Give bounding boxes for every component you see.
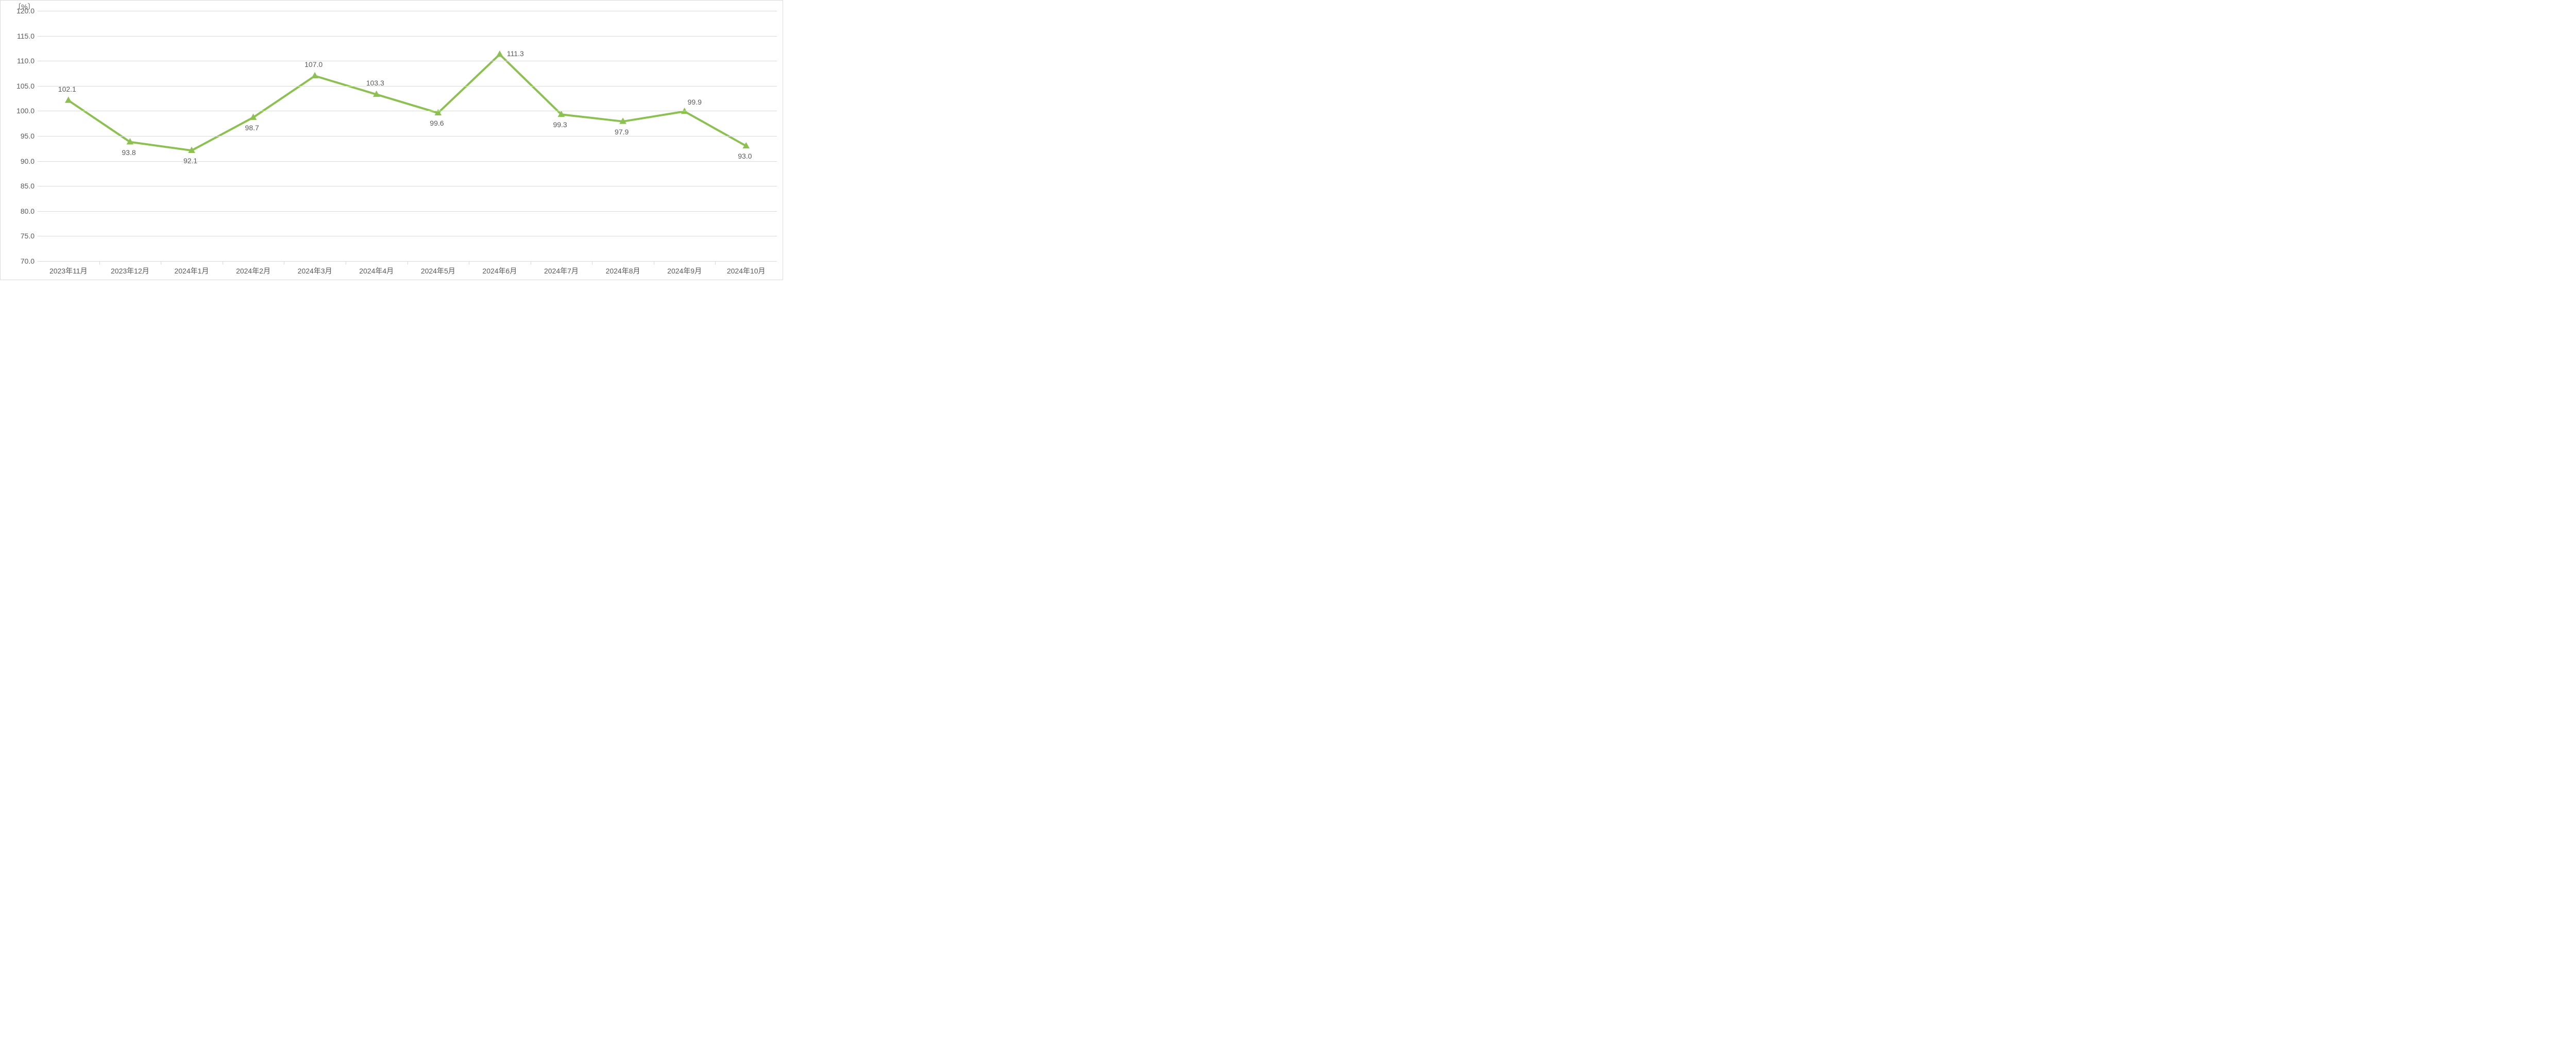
y-tick-label: 85.0: [4, 182, 35, 190]
data-label: 102.1: [58, 85, 76, 93]
data-label: 107.0: [304, 60, 323, 68]
data-marker: [65, 97, 72, 103]
gridline: [38, 36, 777, 37]
x-tick-label: 2024年7月: [544, 266, 579, 276]
y-tick-label: 70.0: [4, 257, 35, 265]
x-tick-label: 2024年3月: [298, 266, 332, 276]
x-tick-label: 2023年11月: [49, 266, 88, 276]
y-tick-label: 90.0: [4, 157, 35, 165]
x-tick-label: 2024年8月: [606, 266, 640, 276]
x-tick-label: 2024年2月: [236, 266, 270, 276]
x-tick-label: 2024年1月: [174, 266, 209, 276]
y-tick-label: 75.0: [4, 232, 35, 240]
gridline: [38, 86, 777, 87]
plot-area: [38, 11, 777, 261]
data-label: 103.3: [366, 79, 384, 87]
data-label: 98.7: [245, 124, 259, 132]
y-tick-label: 110.0: [4, 57, 35, 65]
data-label: 93.8: [122, 148, 135, 157]
y-tick-label: 115.0: [4, 32, 35, 40]
x-tick-label: 2024年4月: [359, 266, 394, 276]
y-tick-label: 80.0: [4, 207, 35, 215]
data-label: 99.9: [688, 98, 702, 106]
line-chart: 〔%〕 70.075.080.085.090.095.0100.0105.011…: [0, 0, 783, 280]
gridline: [38, 211, 777, 212]
x-tick-label: 2024年5月: [421, 266, 455, 276]
data-label: 97.9: [615, 128, 629, 136]
x-tick-label: 2023年12月: [111, 266, 149, 276]
x-axis-separator: [99, 261, 100, 265]
data-marker: [497, 51, 503, 57]
y-tick-label: 120.0: [4, 7, 35, 15]
data-label: 92.1: [183, 157, 197, 165]
y-tick-label: 100.0: [4, 107, 35, 115]
y-tick-label: 105.0: [4, 82, 35, 90]
y-tick-label: 95.0: [4, 132, 35, 140]
data-label: 99.3: [553, 121, 567, 129]
data-label: 93.0: [738, 152, 752, 160]
x-tick-label: 2024年6月: [482, 266, 517, 276]
gridline: [38, 161, 777, 162]
x-tick-label: 2024年9月: [667, 266, 702, 276]
x-axis-separator: [715, 261, 716, 265]
data-label: 99.6: [430, 119, 444, 127]
data-marker: [312, 73, 318, 78]
x-tick-label: 2024年10月: [727, 266, 766, 276]
data-label: 111.3: [507, 49, 524, 58]
